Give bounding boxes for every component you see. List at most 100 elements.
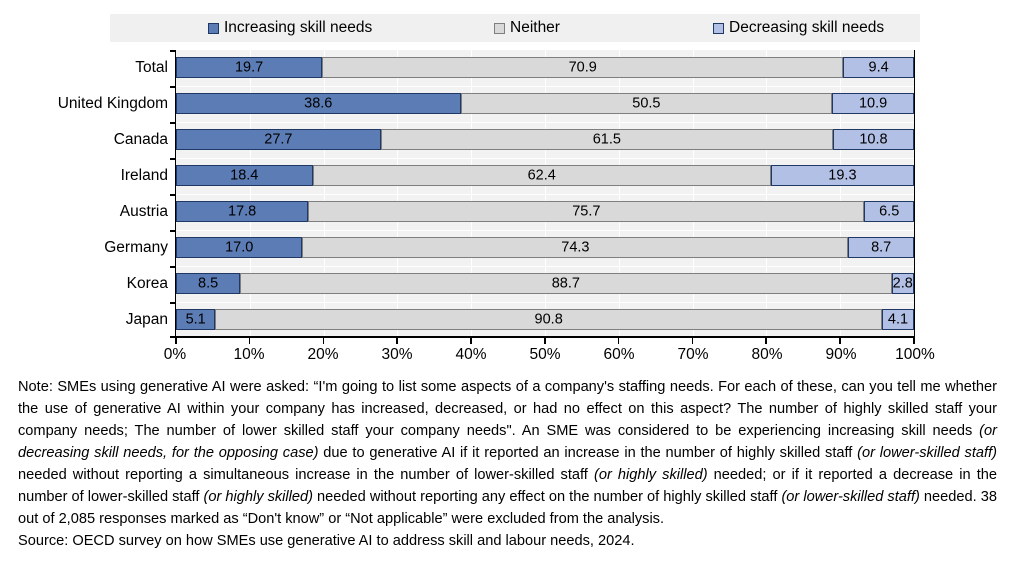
value-label: 17.8 <box>228 203 257 220</box>
value-label: 10.8 <box>859 131 888 148</box>
value-label: 75.7 <box>572 203 601 220</box>
plot-area: 19.7 70.9 9.4 38.6 50.5 10.9 27.7 61.5 10.8 18.4 6… <box>170 50 915 344</box>
y-axis-tick <box>170 86 176 88</box>
bar-segment-increasing: 19.7 <box>176 57 323 78</box>
gridline-vertical <box>618 50 620 336</box>
x-axis-tick-label: 80% <box>751 346 783 363</box>
bar-row: 18.4 62.4 19.3 <box>176 158 914 194</box>
note-italic-run: (or decreasing skill needs, for the oppo… <box>18 423 997 461</box>
x-axis-tick <box>544 338 546 344</box>
value-label: 17.0 <box>225 239 254 256</box>
y-axis-tick <box>170 122 176 124</box>
bar-row: 19.7 70.9 9.4 <box>176 50 914 86</box>
legend-label: Decreasing skill needs <box>729 19 885 36</box>
category-label: Austria <box>119 203 168 220</box>
bar-segment-increasing: 17.0 <box>176 237 303 258</box>
bar-segment-decreasing: 9.4 <box>843 57 914 78</box>
value-label: 4.1 <box>887 311 909 328</box>
x-axis-tick-label: 20% <box>307 346 339 363</box>
value-label: 9.4 <box>868 59 889 76</box>
note-run: needed without reporting any effect on t… <box>313 489 782 505</box>
bar-segment-decreasing: 6.5 <box>864 201 914 222</box>
bar-segment-decreasing: 8.7 <box>848 237 914 258</box>
value-label: 74.3 <box>561 239 590 256</box>
note-text: Note: SMEs using generative AI were aske… <box>18 376 997 530</box>
y-axis-tick <box>170 266 176 268</box>
x-axis-tick-label: 30% <box>381 346 413 363</box>
value-label: 8.5 <box>198 275 219 292</box>
bar-segment-decreasing: 2.8 <box>891 273 914 294</box>
value-label: 6.5 <box>879 203 900 220</box>
chart-legend: Increasing skill needs Neither Decreasing … <box>110 14 920 42</box>
bar-segment-neither: 61.5 <box>380 129 833 150</box>
note-run: needed; or if it reported a decrease in … <box>18 467 997 505</box>
category-label: Canada <box>113 131 168 148</box>
x-axis-tick <box>248 338 251 344</box>
legend-label: Neither <box>510 19 560 36</box>
bar-segment-neither: 90.8 <box>215 309 882 330</box>
bar-segment-increasing: 27.7 <box>176 129 381 150</box>
bar-segment-increasing: 38.6 <box>176 93 461 114</box>
x-axis-tick-label: 100% <box>895 346 935 363</box>
bar-row: 27.7 61.5 10.8 <box>176 122 915 158</box>
y-axis-tick <box>170 336 176 338</box>
x-axis-tick-label: 10% <box>233 346 265 363</box>
x-axis-tick <box>765 338 767 344</box>
bar-segment-increasing: 18.4 <box>176 165 313 186</box>
x-axis-tick-label: 0% <box>163 346 187 363</box>
gridline-vertical <box>840 50 842 336</box>
x-axis-tick <box>617 338 620 344</box>
bar-segment-decreasing: 19.3 <box>770 165 914 186</box>
gridline-horizontal <box>176 194 914 195</box>
x-axis-tick-label: 70% <box>677 346 709 363</box>
y-axis-tick <box>170 50 176 52</box>
bar-segment-increasing: 5.1 <box>176 309 216 330</box>
category-label: Korea <box>126 275 168 292</box>
stacked-bar: 5.1 90.8 4.1 <box>176 309 914 330</box>
bar-row: 38.6 50.5 10.9 <box>176 86 914 122</box>
gridline-horizontal <box>176 122 914 123</box>
legend-label: Increasing skill needs <box>224 19 373 36</box>
bar-row: 17.8 75.7 6.5 <box>176 194 914 230</box>
value-label: 2.8 <box>892 275 913 292</box>
value-label: 70.9 <box>568 59 597 76</box>
value-label: 18.4 <box>230 167 259 184</box>
gridline-vertical <box>397 50 399 336</box>
value-label: 10.9 <box>858 95 888 112</box>
gridline-horizontal <box>176 158 914 159</box>
stacked-bar: 27.7 61.5 10.8 <box>176 129 915 150</box>
gridline-vertical <box>692 50 694 336</box>
y-axis-tick <box>170 302 176 304</box>
y-axis-tick <box>170 158 176 160</box>
stacked-bar: 18.4 62.4 19.3 <box>176 165 914 186</box>
gridline-horizontal <box>176 86 914 87</box>
value-label: 88.7 <box>551 275 580 292</box>
gridline-vertical <box>471 50 473 336</box>
bar-row: 5.1 90.8 4.1 <box>176 302 914 338</box>
gridline-horizontal <box>176 302 914 303</box>
y-axis-category-labels: Total United Kingdom Canada Ireland Austria G… <box>0 50 168 338</box>
bar-row: 8.5 88.7 2.8 <box>176 266 914 302</box>
category-label: United Kingdom <box>57 95 168 112</box>
stacked-bar: 17.8 75.7 6.5 <box>176 201 914 222</box>
x-axis-tick-label: 50% <box>529 346 561 363</box>
note-italic-run: (or lower-skilled staff) <box>781 489 920 505</box>
note-run: Note: SMEs using generative AI were aske… <box>18 379 997 439</box>
note-italic-run: (or highly skilled) <box>203 489 314 505</box>
bar-segment-decreasing: 10.8 <box>832 129 915 150</box>
stacked-bar: 38.6 50.5 10.9 <box>176 93 914 114</box>
note-italic-run: (or lower-skilled staff) <box>857 445 997 461</box>
note-run: needed. 38 out of 2,085 responses marked… <box>18 489 997 527</box>
legend-swatch-decreasing <box>713 22 724 34</box>
bar-segment-neither: 74.3 <box>302 237 849 258</box>
category-label: Germany <box>104 239 168 256</box>
x-axis-tick <box>175 338 177 344</box>
gridline-vertical <box>323 50 325 336</box>
value-label: 61.5 <box>592 131 621 148</box>
bar-row: 17.0 74.3 8.7 <box>176 230 914 266</box>
x-axis-tick-label: 90% <box>825 346 857 363</box>
value-label: 19.3 <box>828 167 857 184</box>
gridline-horizontal <box>176 230 914 231</box>
note-run: due to generative AI if it reported an i… <box>318 445 858 461</box>
x-axis-tick <box>470 338 472 344</box>
